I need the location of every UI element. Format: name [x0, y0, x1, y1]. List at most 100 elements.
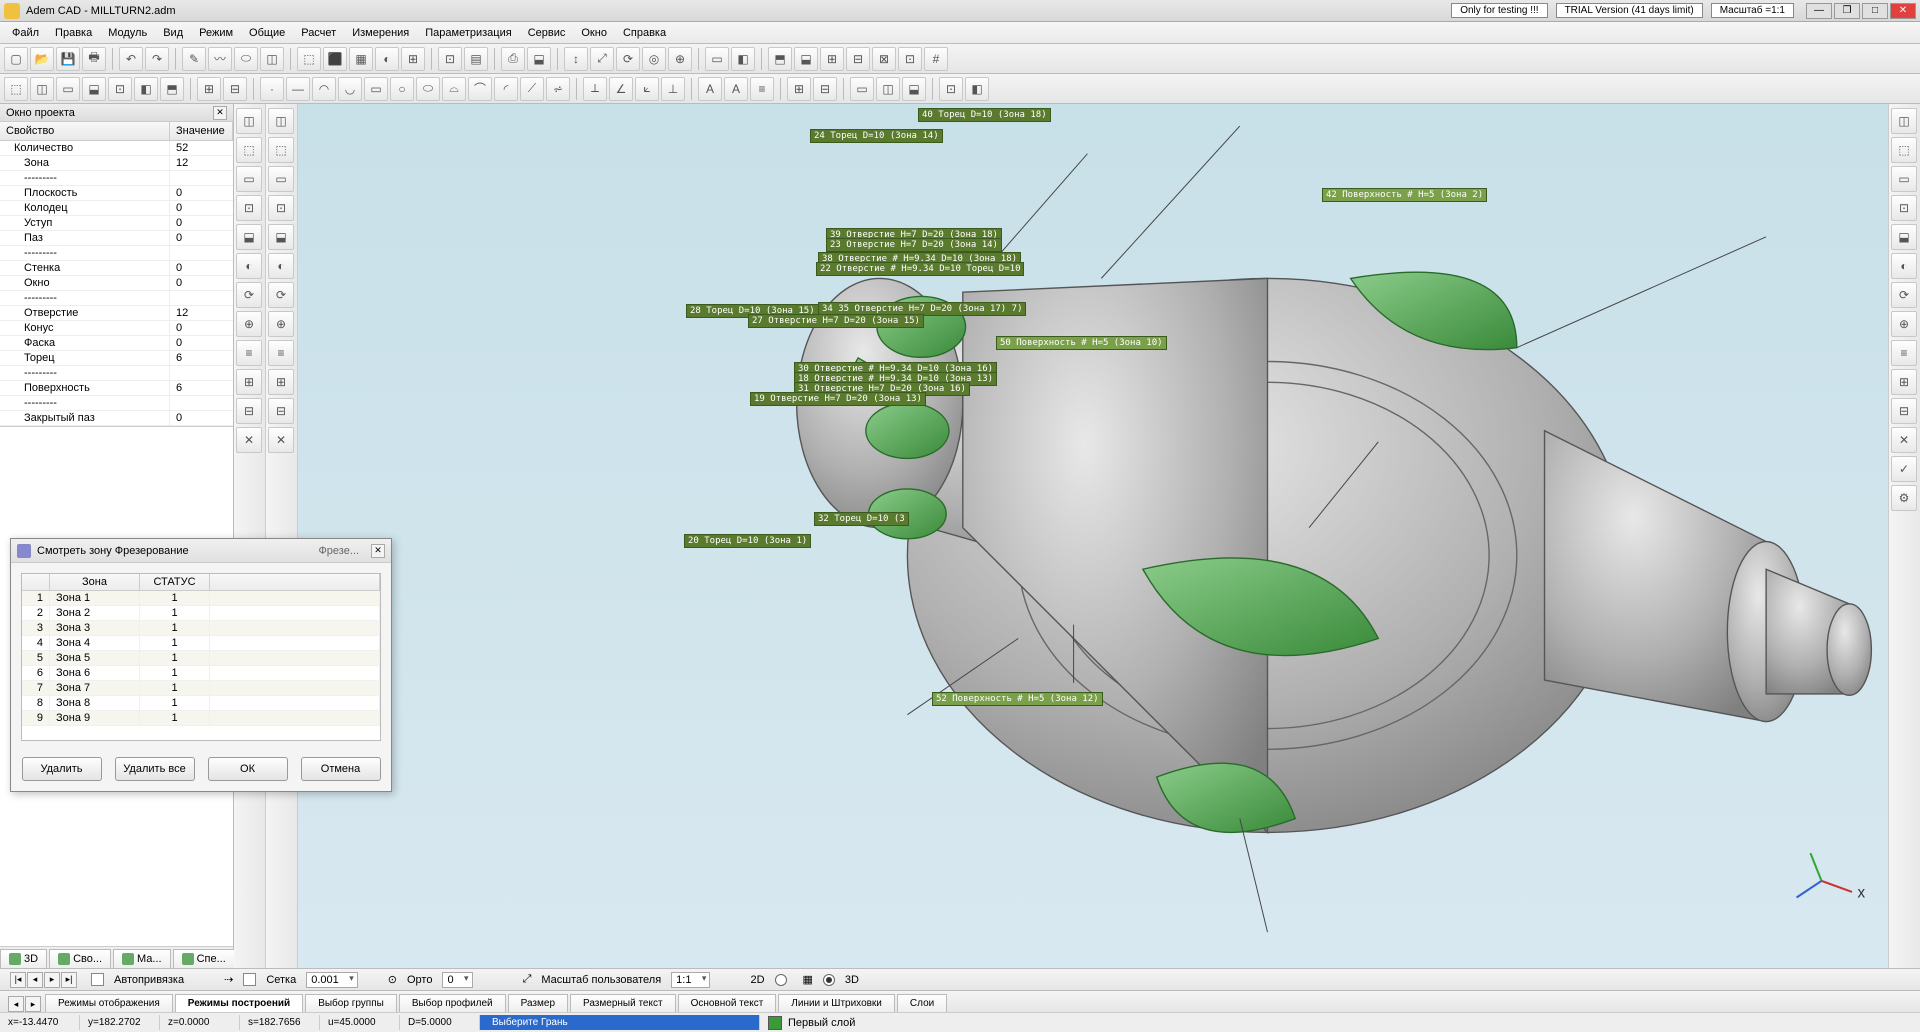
toolbar2-btn-25[interactable]: ∠	[609, 77, 633, 101]
toolbar1-btn-2[interactable]: 💾	[56, 47, 80, 71]
vtool-1-5[interactable]: ◐	[268, 253, 294, 279]
toolbar1-btn-14[interactable]: ⬛	[323, 47, 347, 71]
view-3d-radio[interactable]	[823, 974, 835, 986]
toolbar2-btn-27[interactable]: ⊥	[661, 77, 685, 101]
menu-модуль[interactable]: Модуль	[100, 24, 155, 42]
zone-list[interactable]: Зона СТАТУС 1Зона 112Зона 213Зона 314Зон…	[21, 573, 381, 741]
toolbar1-btn-3[interactable]: 🖶	[82, 47, 106, 71]
property-row[interactable]: Паз0	[0, 231, 233, 246]
bottom-tab-1[interactable]: Режимы построений	[175, 994, 303, 1012]
toolbar2-btn-6[interactable]: ⬒	[160, 77, 184, 101]
toolbar2-btn-31[interactable]: ≡	[750, 77, 774, 101]
ok-button[interactable]: ОК	[208, 757, 288, 781]
toolbar1-btn-0[interactable]: ▢	[4, 47, 28, 71]
menu-расчет[interactable]: Расчет	[293, 24, 344, 42]
vtool-1-2[interactable]: ▭	[268, 166, 294, 192]
restore-button[interactable]: ❐	[1834, 3, 1860, 19]
left-tab-0[interactable]: 3D	[0, 949, 47, 968]
vtool-0-2[interactable]: ▭	[236, 166, 262, 192]
toolbar2-btn-34[interactable]: ⊟	[813, 77, 837, 101]
annotation-label[interactable]: 24 Торец D=10 (Зона 14)	[810, 129, 943, 143]
vtool-1-3[interactable]: ⊡	[268, 195, 294, 221]
close-button[interactable]: ✕	[1890, 3, 1916, 19]
toolbar1-btn-23[interactable]: ⬓	[527, 47, 551, 71]
menu-вид[interactable]: Вид	[155, 24, 191, 42]
toolbar2-btn-5[interactable]: ◧	[134, 77, 158, 101]
nav-last-icon[interactable]: ▸|	[61, 972, 77, 988]
bottom-tab-8[interactable]: Слои	[897, 994, 947, 1012]
nav-next-icon[interactable]: ▸	[44, 972, 60, 988]
annotation-label[interactable]: 27 Отверстие H=7 D=20 (Зона 15)	[748, 314, 924, 328]
toolbar1-btn-20[interactable]: ▤	[464, 47, 488, 71]
vtool-2-1[interactable]: ⬚	[1891, 137, 1917, 163]
delete-button[interactable]: Удалить	[22, 757, 102, 781]
property-row[interactable]: Плоскость0	[0, 186, 233, 201]
view-2d-radio[interactable]	[775, 974, 787, 986]
maximize-button[interactable]: □	[1862, 3, 1888, 19]
delete-all-button[interactable]: Удалить все	[115, 757, 195, 781]
tab-nav-prev-icon[interactable]: ◂	[8, 996, 24, 1012]
toolbar2-btn-15[interactable]: ▭	[364, 77, 388, 101]
toolbar2-btn-17[interactable]: ⬭	[416, 77, 440, 101]
annotation-label[interactable]: 32 Торец D=10 (З	[814, 512, 909, 526]
toolbar2-btn-26[interactable]: ⟀	[635, 77, 659, 101]
toolbar1-btn-28[interactable]: ◎	[642, 47, 666, 71]
zone-row[interactable]: 9Зона 91	[22, 711, 380, 726]
toolbar1-btn-17[interactable]: ⊞	[401, 47, 425, 71]
vtool-0-7[interactable]: ⊕	[236, 311, 262, 337]
toolbar2-btn-30[interactable]: A	[724, 77, 748, 101]
toolbar1-btn-36[interactable]: ⊞	[820, 47, 844, 71]
left-tab-1[interactable]: Сво...	[49, 949, 111, 968]
toolbar1-btn-10[interactable]: ⬭	[234, 47, 258, 71]
property-row[interactable]: Стенка0	[0, 261, 233, 276]
toolbar2-btn-14[interactable]: ◡	[338, 77, 362, 101]
property-row[interactable]: Окно0	[0, 276, 233, 291]
toolbar2-btn-22[interactable]: ⩫	[546, 77, 570, 101]
toolbar2-btn-3[interactable]: ⬓	[82, 77, 106, 101]
left-tab-3[interactable]: Спе...	[173, 949, 235, 968]
bottom-tab-0[interactable]: Режимы отображения	[45, 994, 173, 1012]
property-row[interactable]: ---------	[0, 171, 233, 186]
toolbar2-btn-11[interactable]: ·	[260, 77, 284, 101]
toolbar1-btn-34[interactable]: ⬒	[768, 47, 792, 71]
vtool-0-0[interactable]: ◫	[236, 108, 262, 134]
vtool-2-3[interactable]: ⊡	[1891, 195, 1917, 221]
vtool-1-0[interactable]: ◫	[268, 108, 294, 134]
property-row[interactable]: Поверхность6	[0, 381, 233, 396]
vtool-1-10[interactable]: ⊟	[268, 398, 294, 424]
toolbar1-btn-40[interactable]: #	[924, 47, 948, 71]
dialog-close-icon[interactable]: ✕	[371, 544, 385, 558]
toolbar2-btn-41[interactable]: ◧	[965, 77, 989, 101]
menu-окно[interactable]: Окно	[573, 24, 615, 42]
nav-first-icon[interactable]: |◂	[10, 972, 26, 988]
vtool-1-11[interactable]: ✕	[268, 427, 294, 453]
toolbar1-btn-25[interactable]: ↕	[564, 47, 588, 71]
menu-справка[interactable]: Справка	[615, 24, 674, 42]
toolbar1-btn-26[interactable]: ⤢	[590, 47, 614, 71]
vtool-1-6[interactable]: ⟳	[268, 282, 294, 308]
toolbar2-btn-20[interactable]: ◜	[494, 77, 518, 101]
property-row[interactable]: Закрытый паз0	[0, 411, 233, 426]
vtool-0-6[interactable]: ⟳	[236, 282, 262, 308]
toolbar1-btn-35[interactable]: ⬓	[794, 47, 818, 71]
zone-row[interactable]: 8Зона 81	[22, 696, 380, 711]
bottom-tab-2[interactable]: Выбор группы	[305, 994, 397, 1012]
toolbar2-btn-0[interactable]: ⬚	[4, 77, 28, 101]
vtool-0-8[interactable]: ≡	[236, 340, 262, 366]
layer-color-swatch[interactable]	[768, 1016, 782, 1030]
zone-row[interactable]: 1Зона 11	[22, 591, 380, 606]
toolbar2-btn-12[interactable]: —	[286, 77, 310, 101]
annotation-label[interactable]: 52 Поверхность # H=5 (Зона 12)	[932, 692, 1103, 706]
vtool-2-7[interactable]: ⊕	[1891, 311, 1917, 337]
vtool-2-0[interactable]: ◫	[1891, 108, 1917, 134]
viewport-3d[interactable]: x 40 Торец D=10 (Зона 18)24 Торец D=10 (…	[298, 104, 1888, 968]
toolbar1-btn-19[interactable]: ⊡	[438, 47, 462, 71]
toolbar2-btn-8[interactable]: ⊞	[197, 77, 221, 101]
annotation-label[interactable]: 20 Торец D=10 (Зона 1)	[684, 534, 811, 548]
toolbar2-btn-33[interactable]: ⊞	[787, 77, 811, 101]
left-tab-2[interactable]: Ма...	[113, 949, 171, 968]
annotation-label[interactable]: 22 Отверстие # H=9.34 D=10 Торец D=10	[816, 262, 1024, 276]
vtool-2-12[interactable]: ✓	[1891, 456, 1917, 482]
zone-row[interactable]: 2Зона 21	[22, 606, 380, 621]
property-row[interactable]: Уступ0	[0, 216, 233, 231]
